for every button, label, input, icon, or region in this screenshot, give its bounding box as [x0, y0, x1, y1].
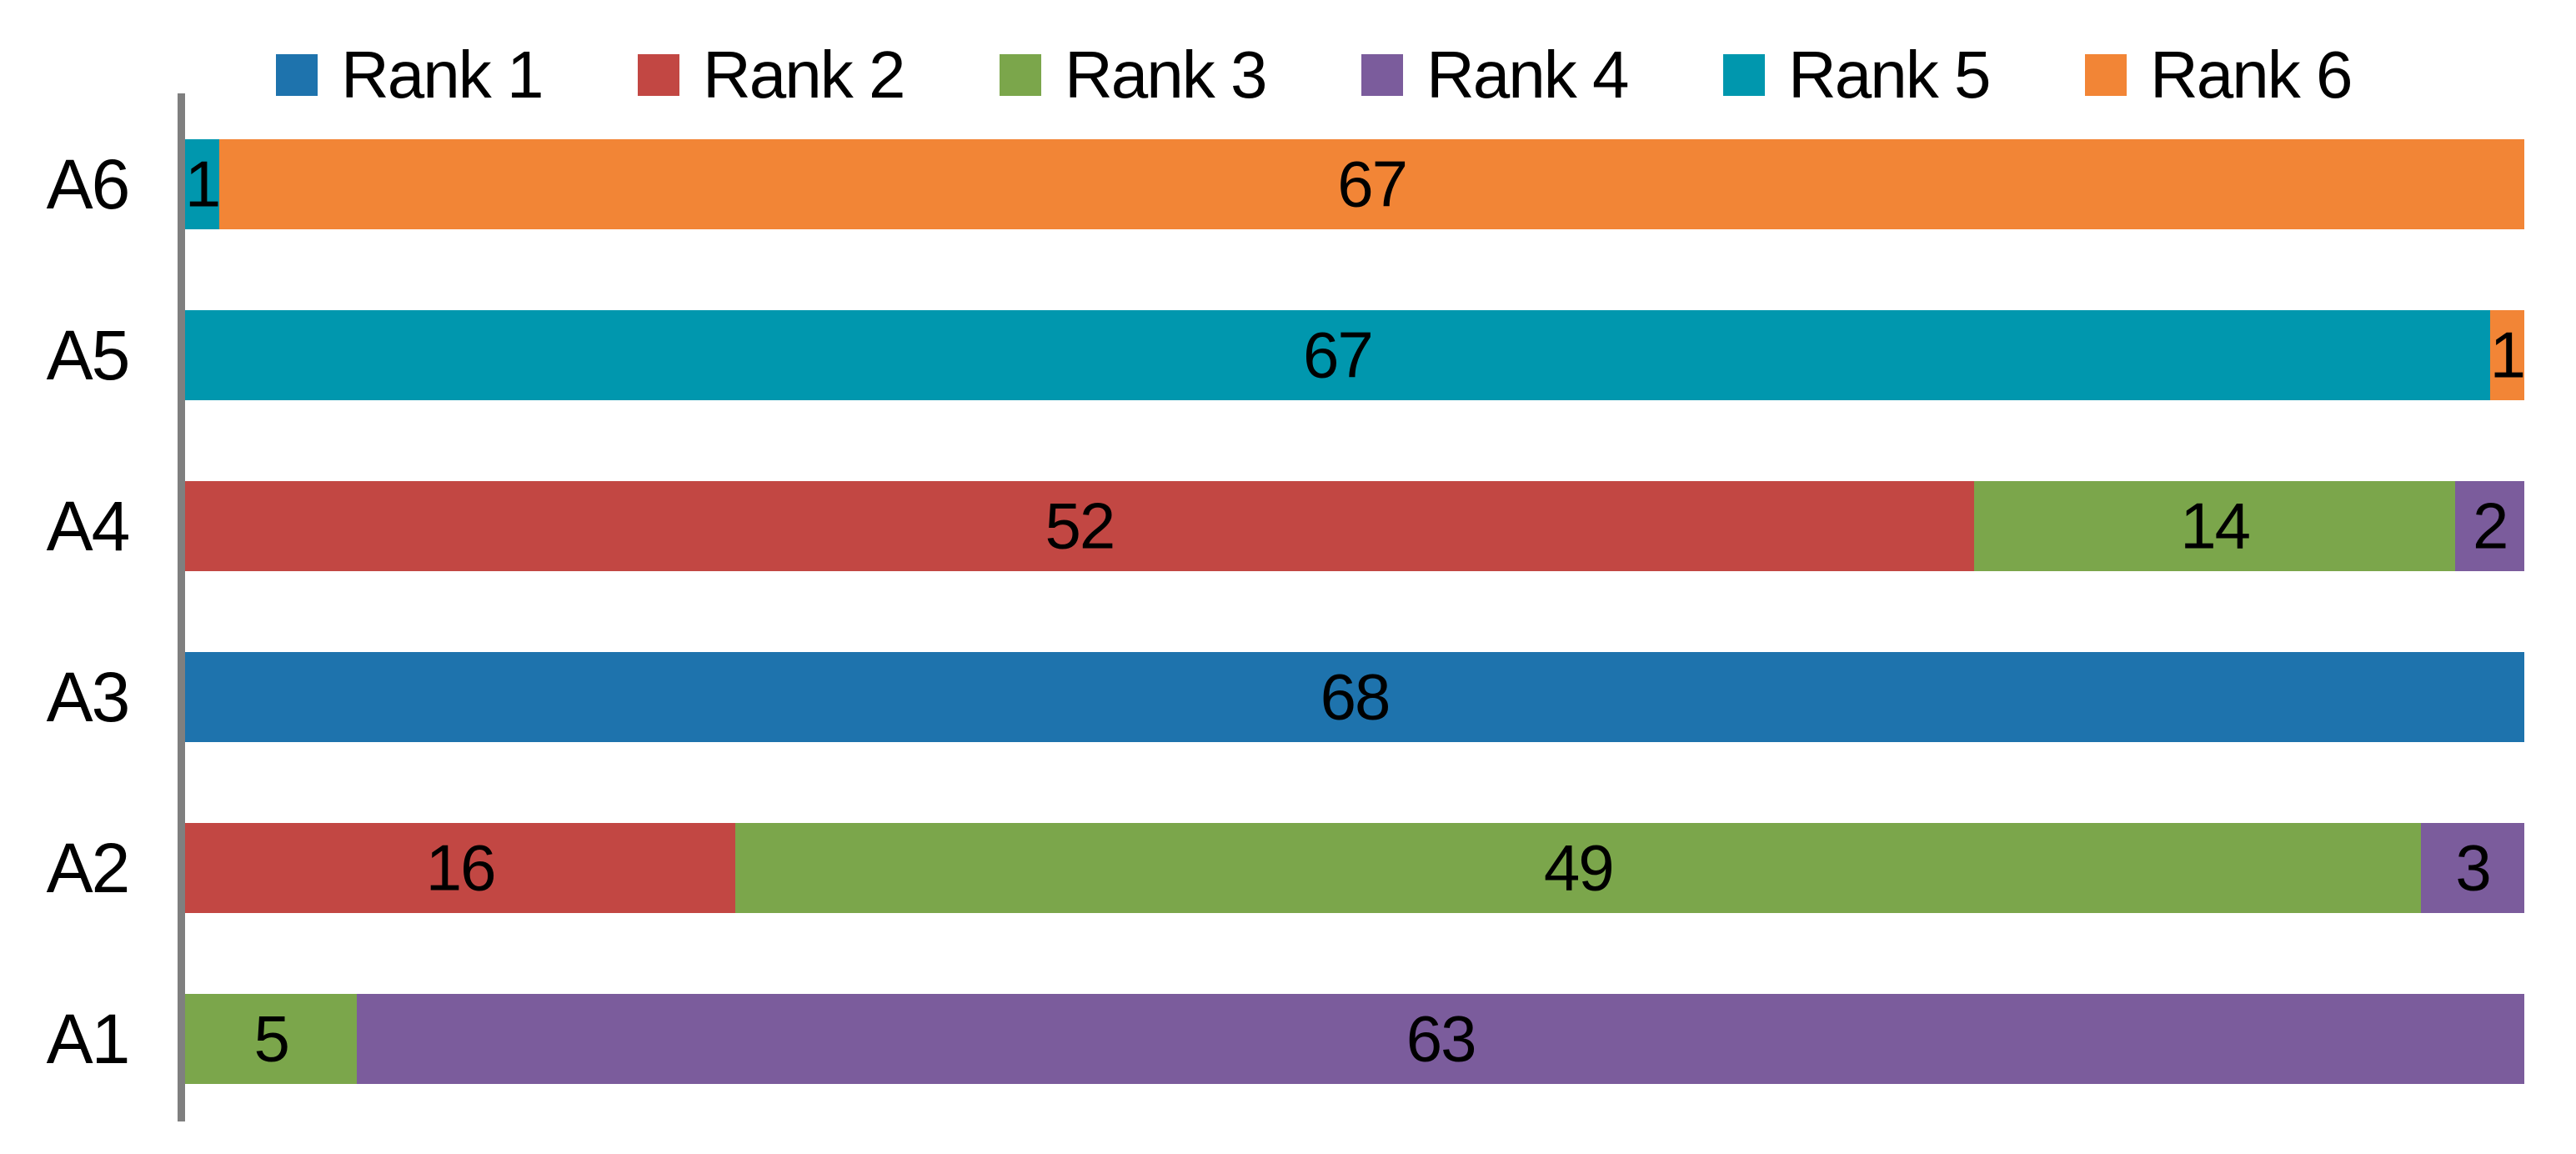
segment-value-label: 52	[1045, 489, 1115, 563]
legend-label: Rank 1	[341, 38, 544, 112]
category-label: A6	[46, 144, 131, 223]
legend-label: Rank 5	[1788, 38, 1991, 112]
bar-track: 5 63	[185, 994, 2524, 1084]
legend-swatch-icon	[2085, 54, 2127, 96]
bar-row-a5: A5 67 1	[0, 310, 2576, 481]
legend-label: Rank 2	[703, 38, 905, 112]
bar-segment: 52	[185, 481, 1974, 571]
bar-segment: 16	[185, 823, 736, 913]
legend-label: Rank 6	[2150, 38, 2353, 112]
category-label: A4	[46, 486, 131, 565]
bar-track: 52 14 2	[185, 481, 2524, 571]
segment-value-label: 3	[2455, 830, 2491, 905]
bar-segment: 67	[219, 139, 2524, 229]
legend-item-5: Rank 5	[1723, 33, 2085, 117]
bar-row-a2: A2 16 49 3	[0, 823, 2576, 994]
category-label: A3	[46, 657, 131, 736]
legend-item-1: Rank 1	[276, 33, 638, 117]
legend-label: Rank 3	[1065, 38, 1267, 112]
segment-value-label: 68	[1320, 660, 1391, 734]
bar-segment: 68	[185, 652, 2524, 742]
bar-segment: 3	[2421, 823, 2524, 913]
segment-value-label: 16	[425, 830, 497, 905]
bar-segment: 14	[1973, 481, 2456, 571]
bar-row-a3: A3 68	[0, 652, 2576, 823]
category-label: A2	[46, 828, 131, 907]
segment-value-label: 49	[1543, 830, 1615, 905]
bar-track: 1 67	[185, 139, 2524, 229]
bar-segment: 1	[2489, 310, 2526, 400]
legend-swatch-icon	[1000, 54, 1041, 96]
legend-label: Rank 4	[1426, 38, 1629, 112]
segment-value-label: 2	[2473, 489, 2508, 563]
y-axis-line	[178, 93, 185, 1121]
bar-row-a4: A4 52 14 2	[0, 481, 2576, 652]
category-label: A1	[46, 999, 131, 1078]
legend-swatch-icon	[1361, 54, 1403, 96]
bar-row-a1: A1 5 63	[0, 994, 2576, 1154]
legend-item-4: Rank 4	[1361, 33, 1723, 117]
segment-value-label: 1	[2489, 318, 2526, 392]
segment-value-label: 5	[253, 1001, 289, 1076]
bar-segment: 67	[185, 310, 2490, 400]
legend-item-6: Rank 6	[2085, 33, 2447, 117]
legend-swatch-icon	[1723, 54, 1765, 96]
bar-segment: 63	[357, 994, 2524, 1084]
category-label: A5	[46, 315, 131, 394]
segment-value-label: 1	[184, 147, 221, 221]
bar-segment: 1	[184, 139, 221, 229]
legend-item-3: Rank 3	[1000, 33, 1361, 117]
bar-segment: 2	[2455, 481, 2524, 571]
bar-segment: 49	[735, 823, 2422, 913]
segment-value-label: 14	[2180, 489, 2251, 563]
segment-value-label: 67	[1302, 318, 1374, 392]
legend-swatch-icon	[276, 54, 318, 96]
legend-swatch-icon	[638, 54, 679, 96]
plot-rows: A6 1 67 A5 67 1 A4 52 14 2 A3 68 A2 16 49 3 A1 5 63	[0, 139, 2576, 1154]
bar-segment: 5	[185, 994, 358, 1084]
bar-row-a6: A6 1 67	[0, 139, 2576, 310]
segment-value-label: 63	[1406, 1001, 1477, 1076]
bar-track: 67 1	[185, 310, 2526, 400]
chart-legend: Rank 1 Rank 2 Rank 3 Rank 4 Rank 5 Rank 6	[276, 33, 2447, 117]
segment-value-label: 67	[1337, 147, 1408, 221]
bar-track: 16 49 3	[185, 823, 2524, 913]
legend-item-2: Rank 2	[638, 33, 1000, 117]
bar-track: 68	[185, 652, 2524, 742]
